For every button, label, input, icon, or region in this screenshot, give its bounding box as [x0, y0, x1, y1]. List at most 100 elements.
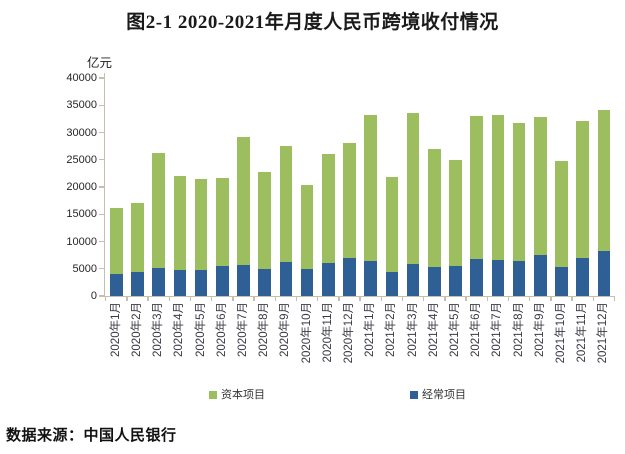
x-tick — [465, 296, 467, 301]
x-tick-label: 2021年1月 — [364, 302, 377, 357]
y-tick — [99, 159, 104, 161]
bar-segment-current-2021年9月 — [534, 255, 547, 296]
y-tick — [99, 186, 104, 188]
bar-segment-current-2021年12月 — [597, 251, 611, 296]
x-tick — [295, 296, 298, 301]
y-tick — [99, 240, 104, 243]
bar-segment-current-2020年7月 — [237, 264, 250, 296]
x-tick — [105, 296, 107, 301]
legend-swatch-capital — [209, 390, 217, 399]
x-tick — [423, 296, 425, 301]
x-tick — [550, 296, 552, 301]
bar-segment-current-2020年12月 — [343, 258, 356, 296]
x-tick — [211, 296, 213, 301]
x-tick-label: 2020年10月 — [300, 302, 313, 364]
bar-segment-capital-2021年3月 — [406, 113, 420, 264]
bar-segment-capital-2021年2月 — [385, 176, 399, 273]
y-tick-label: 30000 — [66, 126, 97, 139]
bar-segment-capital-2021年12月 — [597, 109, 611, 252]
bar-segment-capital-2021年6月 — [470, 115, 483, 259]
y-tick — [99, 77, 104, 79]
y-tick — [99, 268, 104, 270]
x-tick-label: 2020年9月 — [279, 302, 292, 357]
bar-segment-capital-2021年7月 — [491, 115, 505, 261]
y-tick-label: 25000 — [66, 153, 97, 166]
y-tick-label: 10000 — [66, 235, 97, 248]
bar-segment-capital-2020年11月 — [322, 153, 335, 263]
bar-segment-capital-2020年8月 — [258, 171, 271, 270]
x-tick-label: 2020年6月 — [215, 302, 228, 357]
bar-segment-capital-2020年5月 — [194, 178, 208, 270]
y-tick — [99, 295, 104, 297]
x-tick — [168, 296, 170, 301]
bar-segment-capital-2020年6月 — [216, 177, 229, 267]
bar-segment-current-2021年11月 — [576, 258, 589, 296]
x-tick-label: 2021年12月 — [597, 302, 610, 364]
bar-segment-capital-2021年4月 — [428, 149, 441, 268]
y-tick — [99, 104, 104, 106]
bar-segment-current-2020年6月 — [216, 266, 229, 296]
x-tick — [338, 296, 340, 301]
y-tick-label: 40000 — [66, 72, 97, 84]
x-tick — [274, 296, 276, 301]
x-tick — [592, 296, 594, 301]
bar-segment-capital-2021年10月 — [555, 160, 568, 267]
bar-segment-current-2021年5月 — [449, 266, 462, 296]
bar-segment-capital-2021年11月 — [576, 121, 589, 259]
x-tick-label: 2021年4月 — [427, 302, 440, 357]
data-source: 数据来源：中国人民银行 — [6, 427, 177, 444]
bar-segment-capital-2020年12月 — [343, 142, 356, 259]
x-tick-label: 2020年2月 — [130, 302, 143, 357]
bar-segment-capital-2021年1月 — [364, 114, 377, 261]
x-tick-label: 2021年3月 — [406, 302, 419, 357]
y-axis-unit-label: 亿元 — [87, 56, 113, 70]
bar-segment-capital-2021年9月 — [534, 116, 547, 256]
x-tick — [380, 296, 382, 301]
x-tick — [253, 296, 255, 301]
x-tick-label: 2021年9月 — [533, 302, 546, 357]
x-tick-label: 2020年12月 — [342, 302, 355, 364]
bar-segment-current-2021年4月 — [428, 267, 441, 296]
x-tick — [401, 296, 404, 301]
x-tick-label: 2021年6月 — [470, 302, 483, 357]
bar-segment-current-2020年5月 — [194, 269, 208, 296]
bar-segment-capital-2020年9月 — [279, 146, 293, 262]
bar-segment-current-2020年2月 — [131, 272, 144, 296]
bar-segment-current-2021年3月 — [406, 263, 420, 296]
x-tick-label: 2020年4月 — [173, 302, 186, 357]
y-tick-label: 15000 — [66, 208, 97, 221]
x-tick — [444, 296, 446, 301]
bar-segment-current-2021年7月 — [491, 260, 505, 296]
bar-segment-current-2020年3月 — [152, 268, 165, 296]
x-tick — [486, 296, 488, 301]
x-tick — [126, 296, 128, 301]
bar-segment-current-2020年10月 — [300, 269, 314, 296]
bar-segment-current-2020年1月 — [110, 273, 123, 296]
x-tick-label: 2021年8月 — [512, 302, 525, 357]
y-tick-label: 5000 — [72, 262, 97, 275]
x-tick-label: 2021年7月 — [491, 302, 504, 357]
y-tick-label: 0 — [90, 290, 97, 302]
x-tick-label: 2021年5月 — [448, 302, 461, 357]
y-tick — [99, 213, 104, 215]
bar-segment-current-2021年2月 — [385, 272, 399, 296]
legend-label-current: 经常项目 — [422, 389, 466, 401]
legend-item-capital: 资本项目 — [209, 386, 265, 401]
y-tick-label: 35000 — [66, 99, 97, 112]
x-tick — [571, 296, 573, 301]
bar-segment-capital-2020年2月 — [131, 202, 144, 272]
bar-segment-capital-2020年3月 — [152, 152, 165, 269]
y-tick-label: 20000 — [66, 181, 97, 193]
x-tick-label: 2020年7月 — [236, 302, 249, 357]
legend-item-current: 经常项目 — [410, 386, 466, 401]
x-tick — [507, 296, 510, 301]
bar-segment-current-2020年4月 — [173, 269, 187, 296]
x-tick — [232, 296, 234, 301]
x-tick-label: 2021年10月 — [554, 302, 567, 364]
x-tick-label: 2020年1月 — [109, 302, 122, 357]
bar-segment-current-2020年8月 — [258, 269, 271, 296]
legend-swatch-current — [410, 390, 418, 399]
x-tick — [529, 296, 531, 301]
